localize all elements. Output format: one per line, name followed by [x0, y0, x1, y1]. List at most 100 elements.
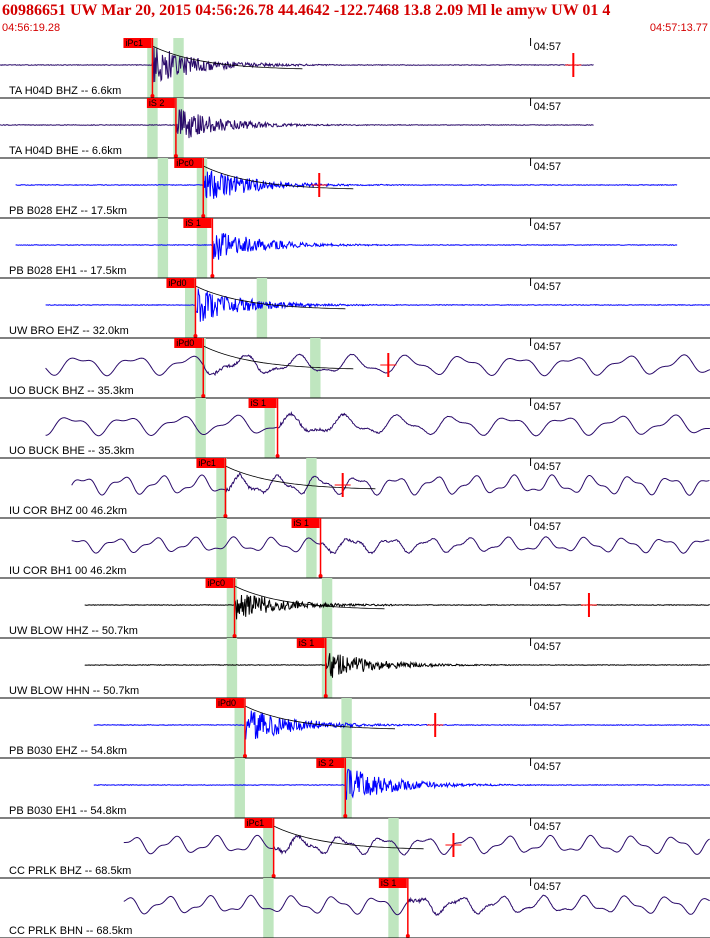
channel-label: IU COR BHZ 00 46.2km — [9, 505, 127, 517]
waveform-trace — [45, 288, 710, 322]
waveform-trace — [45, 353, 710, 377]
channel-panel: iPc1 04:57 CC PRLK BHZ -- 68.5km — [0, 818, 710, 879]
coda-fit-curve — [195, 285, 346, 310]
p-window-band — [195, 338, 206, 398]
waveform-trace — [71, 472, 710, 496]
s-window-band — [196, 218, 208, 278]
phase-pick-label: iS 1 — [185, 218, 201, 228]
phase-pick-label: iS 1 — [299, 638, 315, 648]
phase-pick-box — [174, 338, 203, 348]
waveform-trace — [0, 109, 594, 139]
pick-dot — [343, 814, 348, 818]
pick-dot — [275, 454, 280, 458]
waveform-trace — [123, 894, 710, 916]
p-window-band — [216, 518, 227, 578]
channel-panel: iPd0 04:57 UO BUCK BHZ -- 35.3km — [0, 338, 710, 399]
coda-fit-curve — [225, 465, 376, 490]
time-tick-label: 04:57 — [534, 701, 562, 713]
phase-pick-box — [378, 878, 407, 888]
phase-pick-box — [248, 398, 277, 408]
waveform-trace — [93, 710, 710, 740]
phase-pick-label: iS 1 — [251, 398, 267, 408]
phase-pick-label: iS 2 — [318, 758, 334, 768]
s-window-band — [388, 878, 399, 938]
channel-label: CC PRLK BHN -- 68.5km — [9, 925, 132, 937]
phase-pick-label: iPc1 — [247, 818, 265, 828]
phase-pick-box — [183, 218, 212, 228]
phase-pick-label: iPc1 — [125, 38, 143, 48]
p-window-band — [226, 638, 238, 698]
phase-pick-label: iPc0 — [208, 578, 226, 588]
channel-panel: iPc0 04:57 PB B028 EHZ -- 17.5km — [0, 158, 710, 219]
time-tick-label: 04:57 — [534, 641, 562, 653]
waveform-trace — [45, 410, 710, 437]
channel-label: UW BLOW HHN -- 50.7km — [9, 685, 139, 697]
time-tick-label: 04:57 — [534, 401, 562, 413]
p-window-band — [216, 458, 227, 518]
channel-panel: iPc1 04:57 IU COR BHZ 00 46.2km — [0, 458, 710, 519]
window-start-time: 04:56:19.28 — [2, 22, 61, 34]
channel-label: UW BRO EHZ -- 32.0km — [9, 325, 129, 337]
p-window-band — [195, 398, 206, 458]
pick-dot — [150, 94, 155, 98]
pick-dot — [318, 574, 323, 578]
time-tick-label: 04:57 — [534, 41, 562, 53]
channel-label: PB B028 EH1 -- 17.5km — [9, 265, 126, 277]
s-window-band — [321, 578, 333, 638]
channel-label: PB B030 EHZ -- 54.8km — [9, 745, 127, 757]
channel-panel: iS 1 04:57 UW BLOW HHN -- 50.7km — [0, 638, 710, 699]
channel-label: UO BUCK BHE -- 35.3km — [9, 445, 134, 457]
time-tick-label: 04:57 — [534, 221, 562, 233]
s-window-band — [310, 338, 321, 398]
phase-pick-label: iPc0 — [176, 158, 194, 168]
coda-fit-curve — [203, 345, 354, 370]
seismogram-plot: iPc1 04:57 TA H04D BHZ -- 6.6km iS 2 04:57 TA… — [0, 38, 710, 938]
waveform-trace — [123, 834, 710, 856]
time-tick-label: 04:57 — [534, 101, 562, 113]
phase-pick-label: iPd0 — [176, 338, 194, 348]
p-window-band — [226, 578, 238, 638]
p-window-band — [234, 698, 245, 758]
phase-pick-label: iPd0 — [168, 278, 186, 288]
phase-pick-box — [215, 698, 244, 708]
pick-dot — [405, 934, 410, 938]
channel-panel: iPc1 04:57 TA H04D BHZ -- 6.6km — [0, 38, 710, 99]
window-end-time: 04:57:13.77 — [649, 22, 708, 34]
time-tick-label: 04:57 — [534, 161, 562, 173]
phase-pick-label: iPc1 — [198, 458, 216, 468]
channel-panel: iPd0 04:57 PB B030 EHZ -- 54.8km — [0, 698, 710, 759]
coda-fit-curve — [203, 165, 354, 190]
p-window-band — [263, 878, 274, 938]
channel-label: PB B028 EHZ -- 17.5km — [9, 205, 127, 217]
pick-dot — [271, 874, 276, 878]
pick-dot — [193, 334, 198, 338]
phase-pick-box — [166, 278, 195, 288]
time-tick-label: 04:57 — [534, 461, 562, 473]
phase-pick-box — [196, 458, 225, 468]
pick-dot — [223, 514, 228, 518]
phase-pick-box — [244, 818, 273, 828]
pick-dot — [232, 634, 237, 638]
p-window-band — [147, 98, 158, 158]
waveform-trace — [15, 170, 678, 199]
waveform-trace — [84, 594, 710, 620]
pick-dot — [242, 754, 247, 758]
s-window-band — [341, 698, 352, 758]
s-window-band — [196, 158, 208, 218]
channel-label: TA H04D BHE -- 6.6km — [9, 145, 122, 157]
phase-pick-box — [174, 158, 203, 168]
waveform-trace — [84, 653, 710, 678]
channel-label: CC PRLK BHZ -- 68.5km — [9, 865, 131, 877]
channel-panel: iS 2 04:57 PB B030 EH1 -- 54.8km — [0, 758, 710, 819]
time-tick-label: 04:57 — [534, 281, 562, 293]
channel-panel: iS 1 04:57 CC PRLK BHN -- 68.5km — [0, 878, 710, 938]
time-tick-label: 04:57 — [534, 341, 562, 353]
phase-pick-label: iPd0 — [218, 698, 236, 708]
channel-panel: iS 1 04:57 UO BUCK BHE -- 35.3km — [0, 398, 710, 459]
time-tick-label: 04:57 — [534, 761, 562, 773]
waveform-trace — [15, 233, 678, 260]
phase-pick-box — [205, 578, 234, 588]
phase-pick-box — [316, 758, 345, 768]
record-header: 60986651 UW Mar 20, 2015 04:56:26.78 44.… — [0, 0, 710, 38]
pick-dot — [173, 154, 178, 158]
